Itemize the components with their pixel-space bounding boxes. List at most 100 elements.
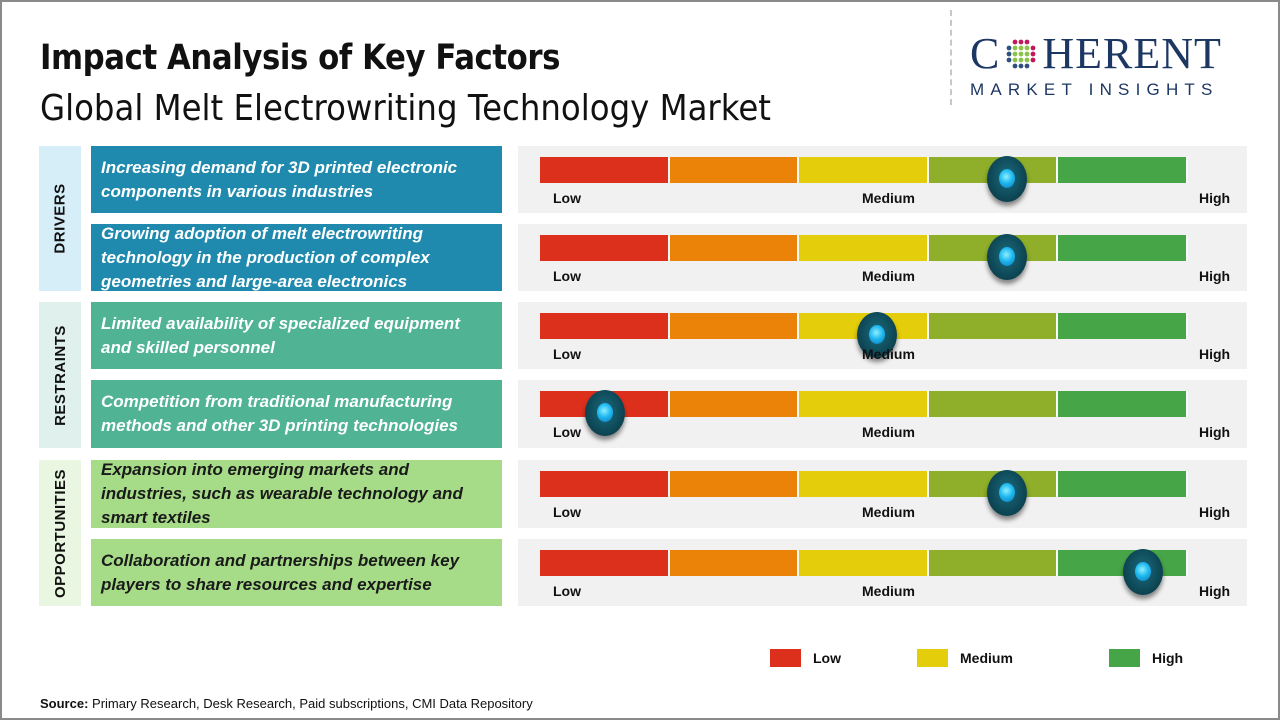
impact-marker — [986, 156, 1027, 202]
scale-label-low: Low — [553, 583, 581, 599]
scale-label-low: Low — [553, 424, 581, 440]
globe-icon — [1006, 39, 1036, 69]
scale-label-low: Low — [553, 190, 581, 206]
globe-dot — [1030, 45, 1036, 51]
scale-segment — [1058, 157, 1188, 183]
scale-label-low: Low — [553, 346, 581, 362]
scale-label-high: High — [1199, 424, 1231, 440]
globe-dot — [1024, 63, 1030, 69]
scale-label-high: High — [1199, 346, 1231, 362]
globe-dot — [1018, 63, 1024, 69]
scale-segment — [540, 235, 670, 261]
globe-dot — [1018, 45, 1024, 51]
page-subtitle: Global Melt Electrowriting Technology Ma… — [40, 88, 771, 129]
globe-dot — [1018, 57, 1024, 63]
source-text: Primary Research, Desk Research, Paid su… — [88, 696, 533, 711]
globe-dot — [1006, 57, 1012, 63]
scale-label-low: Low — [553, 504, 581, 520]
scale-label-med: Medium — [862, 190, 915, 206]
globe-dot — [1018, 39, 1024, 45]
scale-segment — [799, 550, 929, 576]
scale-segment — [799, 157, 929, 183]
category-restraints: RESTRAINTS — [39, 302, 81, 448]
factor-panel: Collaboration and partnerships between k… — [91, 539, 502, 606]
coherent-logo: C HERENT MARKET INSIGHTS — [970, 32, 1265, 100]
impact-marker — [1122, 549, 1163, 595]
impact-marker — [986, 470, 1027, 516]
scale-segment — [1058, 391, 1188, 417]
scale-label-high: High — [1199, 583, 1231, 599]
category-label: RESTRAINTS — [51, 324, 69, 426]
logo-letter-c: C — [970, 29, 1001, 78]
scale-segment — [799, 235, 929, 261]
scale-segment — [928, 391, 1059, 417]
scale-segment — [669, 313, 800, 339]
scale-segment — [928, 550, 1059, 576]
legend-swatch-high — [1109, 649, 1140, 667]
globe-dot — [1024, 57, 1030, 63]
scale-segment — [928, 313, 1059, 339]
factor-panel: Competition from traditional manufacturi… — [91, 380, 502, 448]
legend-swatch-medium — [917, 649, 948, 667]
impact-scale-bar — [540, 234, 1188, 280]
scale-segment — [540, 157, 670, 183]
globe-dot — [1012, 51, 1018, 57]
factor-panel: Limited availability of specialized equi… — [91, 302, 502, 369]
scale-segment — [799, 471, 929, 497]
globe-dot — [1012, 57, 1018, 63]
logo-name: HERENT — [1042, 29, 1222, 78]
scale-segment — [799, 391, 929, 417]
globe-dot — [1012, 39, 1018, 45]
scale-segment — [1058, 471, 1188, 497]
scale-label-high: High — [1199, 190, 1231, 206]
globe-dot — [1030, 57, 1036, 63]
category-label: DRIVERS — [51, 183, 69, 254]
scale-segment — [540, 550, 670, 576]
globe-dot — [1024, 51, 1030, 57]
factor-panel: Growing adoption of melt electrowriting … — [91, 224, 502, 291]
legend-item-low: Low — [770, 649, 841, 667]
impact-gauge: Low Medium High — [518, 302, 1247, 369]
scale-segment — [669, 235, 800, 261]
globe-dot — [1024, 39, 1030, 45]
source-label: Source: — [40, 696, 89, 711]
scale-label-med: Medium — [862, 424, 915, 440]
scale-label-low: Low — [553, 268, 581, 284]
category-opportunities: OPPORTUNITIES — [39, 460, 81, 606]
category-label: OPPORTUNITIES — [51, 468, 69, 598]
scale-segment — [540, 471, 670, 497]
impact-scale-bar — [540, 549, 1188, 595]
impact-scale-bar — [540, 156, 1188, 202]
impact-scale-bar — [540, 390, 1188, 436]
page-title: Impact Analysis of Key Factors — [40, 38, 560, 78]
impact-gauge: Low Medium High — [518, 224, 1247, 291]
scale-label-med: Medium — [862, 268, 915, 284]
scale-label-med: Medium — [862, 504, 915, 520]
impact-gauge: Low Medium High — [518, 146, 1247, 213]
globe-dot — [1006, 45, 1012, 51]
scale-segment — [540, 313, 670, 339]
scale-segment — [669, 471, 800, 497]
factor-panel: Increasing demand for 3D printed electro… — [91, 146, 502, 213]
scale-label-med: Medium — [862, 583, 915, 599]
impact-gauge: Low Medium High — [518, 539, 1247, 606]
legend-label: Low — [813, 650, 841, 666]
globe-dot — [1018, 51, 1024, 57]
legend-item-medium: Medium — [917, 649, 1013, 667]
impact-marker — [856, 312, 897, 358]
impact-scale-bar — [540, 470, 1188, 516]
scale-label-high: High — [1199, 504, 1231, 520]
scale-segment — [1058, 313, 1188, 339]
impact-marker — [584, 390, 625, 436]
impact-marker — [986, 234, 1027, 280]
scale-segment — [669, 391, 800, 417]
globe-dot — [1024, 45, 1030, 51]
globe-dot — [1006, 51, 1012, 57]
impact-gauge: Low Medium High — [518, 380, 1247, 448]
legend-swatch-low — [770, 649, 801, 667]
scale-segment — [1058, 235, 1188, 261]
scale-label-high: High — [1199, 268, 1231, 284]
legend-label: Medium — [960, 650, 1013, 666]
source-note: Source: Primary Research, Desk Research,… — [40, 696, 533, 711]
header-divider — [950, 10, 952, 105]
